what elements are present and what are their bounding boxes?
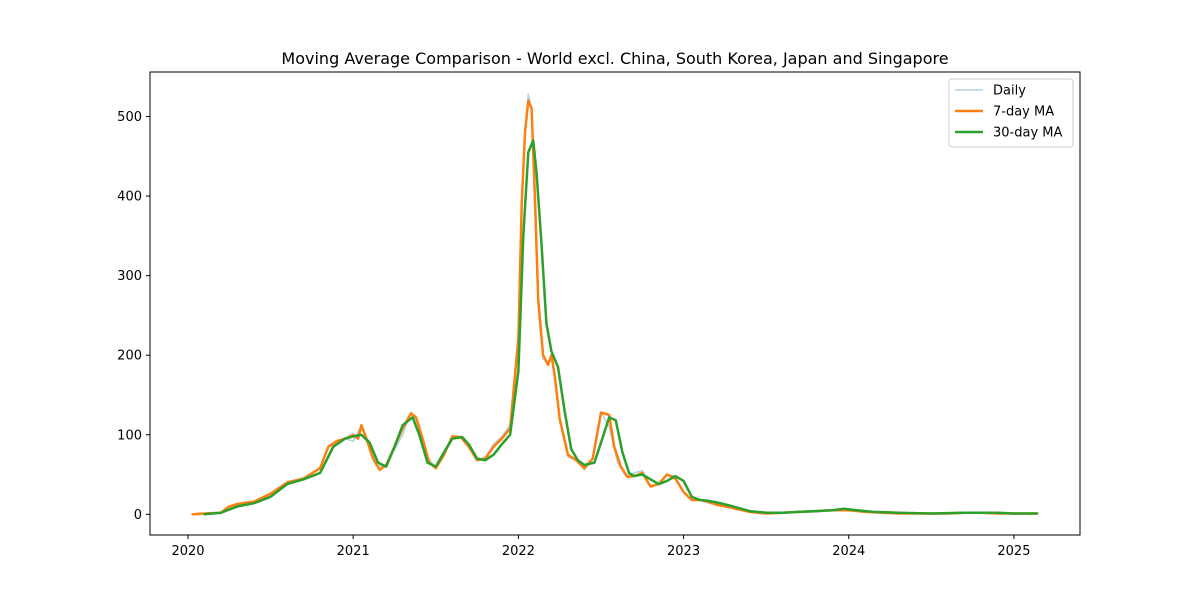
x-axis: 2020 2021 2022 2023 2024 2025 [171,535,1030,559]
x-tick-label: 2022 [502,544,535,559]
y-axis: 0 100 200 300 400 500 [117,110,150,523]
x-tick-label: 2021 [337,544,370,559]
x-tick-label: 2020 [171,544,204,559]
legend: Daily 7-day MA 30-day MA [948,78,1074,148]
y-tick-label: 300 [117,269,142,284]
series-line-ma30 [203,139,1039,516]
x-tick-label: 2024 [832,544,865,559]
legend-label-ma7: 7-day MA [993,105,1054,120]
y-tick-label: 100 [117,428,142,443]
legend-label-daily: Daily [993,84,1026,99]
legend-frame [948,78,1074,148]
x-tick-label: 2025 [997,544,1030,559]
series-line-ma7 [191,99,1039,516]
plot-frame [149,71,1081,536]
y-tick-label: 200 [117,349,142,364]
series-layer [190,93,1039,516]
x-tick-label: 2023 [667,544,700,559]
legend-label-ma30: 30-day MA [993,126,1062,141]
y-tick-label: 0 [134,508,142,523]
y-tick-label: 400 [117,190,142,205]
y-tick-label: 500 [117,110,142,125]
series-line-daily [190,93,1038,516]
chart-title: Moving Average Comparison - World excl. … [281,49,948,68]
